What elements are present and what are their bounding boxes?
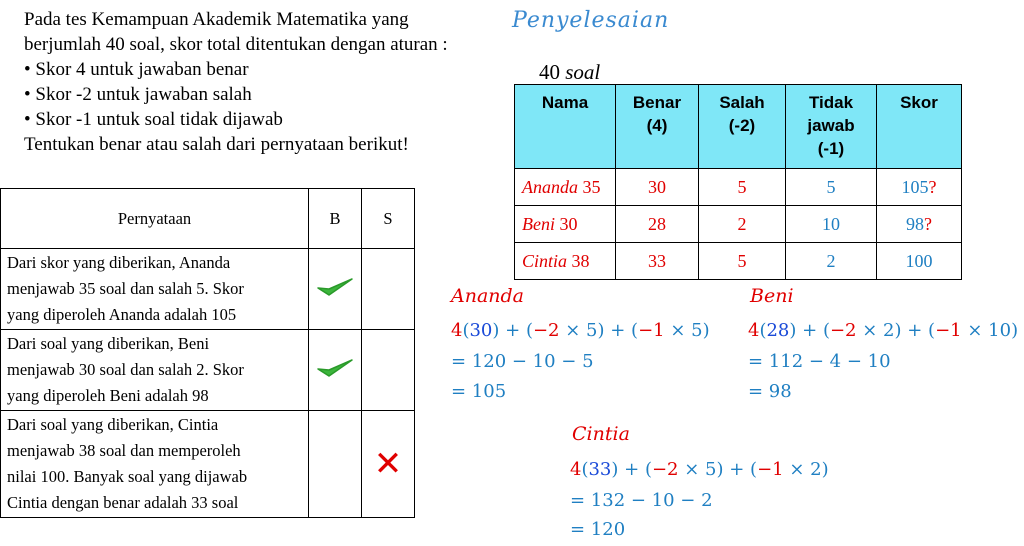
- score-tidak: 10: [785, 205, 877, 243]
- problem-text: Pada tes Kemampuan Akademik Matematika y…: [24, 7, 448, 157]
- problem-line: • Skor 4 untuk jawaban benar: [24, 59, 249, 80]
- statement-line: Dari soal yang diberikan, Cintia: [7, 415, 219, 434]
- score-name-cell: Cintia 38: [514, 242, 616, 280]
- soal-number: 40: [539, 60, 560, 84]
- score-benar: 33: [615, 242, 699, 280]
- statement-line: yang diperoleh Beni adalah 98: [7, 386, 209, 405]
- check-icon: [317, 277, 353, 296]
- score-tidak: 2: [785, 242, 877, 280]
- statement-row: Dari skor yang diberikan, Ananda menjawa…: [0, 248, 415, 330]
- header-benar: Benar (4): [615, 84, 699, 169]
- statement-line: Cintia dengan benar adalah 33 soal: [7, 493, 239, 512]
- calc-ananda-line2: = 120 − 10 − 5: [451, 351, 594, 372]
- score-skor: 98?: [876, 205, 962, 243]
- score-benar: 30: [615, 168, 699, 206]
- solution-heading: Penyelesaian: [512, 8, 670, 33]
- soal-word: soal: [565, 60, 601, 84]
- score-salah: 5: [698, 168, 786, 206]
- statement-text: Dari skor yang diberikan, Ananda menjawa…: [0, 248, 309, 330]
- score-skor: 100: [876, 242, 962, 280]
- problem-line: • Skor -1 untuk soal tidak dijawab: [24, 109, 283, 130]
- header-nama: Nama: [514, 84, 616, 169]
- statement-header-row: Pernyataan B S: [0, 188, 415, 249]
- score-skor: 105?: [876, 168, 962, 206]
- calc-cintia-line2: = 132 − 10 − 2: [570, 490, 713, 511]
- score-header-row: Nama Benar (4) Salah (-2) Tidak jawab (-1) S…: [514, 84, 962, 169]
- cross-icon: ✕: [373, 444, 403, 484]
- mark-b-cell: [308, 410, 362, 518]
- statement-text: Dari soal yang diberikan, Beni menjawab …: [0, 329, 309, 411]
- score-tidak: 5: [785, 168, 877, 206]
- statement-line: menjawab 35 soal dan salah 5. Skor: [7, 279, 244, 298]
- score-name-cell: Ananda 35: [514, 168, 616, 206]
- calc-title-cintia: Cintia: [572, 423, 630, 445]
- statement-row: Dari soal yang diberikan, Cintia menjawa…: [0, 410, 415, 518]
- score-row: Ananda 35 30 5 5 105?: [514, 168, 962, 206]
- calc-beni-line2: = 112 − 4 − 10: [748, 351, 891, 372]
- problem-line: Pada tes Kemampuan Akademik Matematika y…: [24, 9, 409, 30]
- problem-line: berjumlah 40 soal, skor total ditentukan…: [24, 34, 448, 55]
- header-s: S: [361, 188, 415, 249]
- score-table: Nama Benar (4) Salah (-2) Tidak jawab (-1) S…: [514, 84, 962, 280]
- score-row: Beni 30 28 2 10 98?: [514, 205, 962, 243]
- soal-count: 40 soal: [539, 60, 600, 85]
- calc-ananda-line1: 4(30) + (−2 × 5) + (−1 × 5): [451, 320, 710, 341]
- check-icon: [317, 358, 353, 377]
- score-row: Cintia 38 33 5 2 100: [514, 242, 962, 280]
- score-name-cell: Beni 30: [514, 205, 616, 243]
- calc-cintia-line1: 4(33) + (−2 × 5) + (−1 × 2): [570, 459, 829, 480]
- mark-s-cell: [361, 248, 415, 330]
- calc-title-beni: Beni: [750, 285, 794, 307]
- mark-s-cell: ✕: [361, 410, 415, 518]
- header-skor: Skor: [876, 84, 962, 169]
- statement-line: menjawab 30 soal dan salah 2. Skor: [7, 360, 244, 379]
- header-pernyataan: Pernyataan: [0, 188, 309, 249]
- mark-s-cell: [361, 329, 415, 411]
- statement-line: nilai 100. Banyak soal yang dijawab: [7, 467, 248, 486]
- score-benar: 28: [615, 205, 699, 243]
- calc-beni-line1: 4(28) + (−2 × 2) + (−1 × 10): [748, 320, 1019, 341]
- statement-line: menjawab 38 soal dan memperoleh: [7, 441, 241, 460]
- header-salah: Salah (-2): [698, 84, 786, 169]
- problem-line: Tentukan benar atau salah dari pernyataa…: [24, 134, 409, 155]
- header-tidak-jawab: Tidak jawab (-1): [785, 84, 877, 169]
- header-b: B: [308, 188, 362, 249]
- calc-title-ananda: Ananda: [451, 285, 525, 307]
- calc-beni-line3: = 98: [748, 381, 792, 402]
- statement-line: yang diperoleh Ananda adalah 105: [7, 305, 237, 324]
- statement-line: Dari soal yang diberikan, Beni: [7, 334, 210, 353]
- calc-cintia-line3: = 120: [570, 519, 626, 540]
- mark-b-cell: [308, 329, 362, 411]
- statement-row: Dari soal yang diberikan, Beni menjawab …: [0, 329, 415, 411]
- statement-line: Dari skor yang diberikan, Ananda: [7, 253, 231, 272]
- score-salah: 2: [698, 205, 786, 243]
- statement-text: Dari soal yang diberikan, Cintia menjawa…: [0, 410, 309, 518]
- statement-table: Pernyataan B S Dari skor yang diberikan,…: [0, 188, 415, 518]
- mark-b-cell: [308, 248, 362, 330]
- score-salah: 5: [698, 242, 786, 280]
- calc-ananda-line3: = 105: [451, 381, 507, 402]
- problem-line: • Skor -2 untuk jawaban salah: [24, 84, 252, 105]
